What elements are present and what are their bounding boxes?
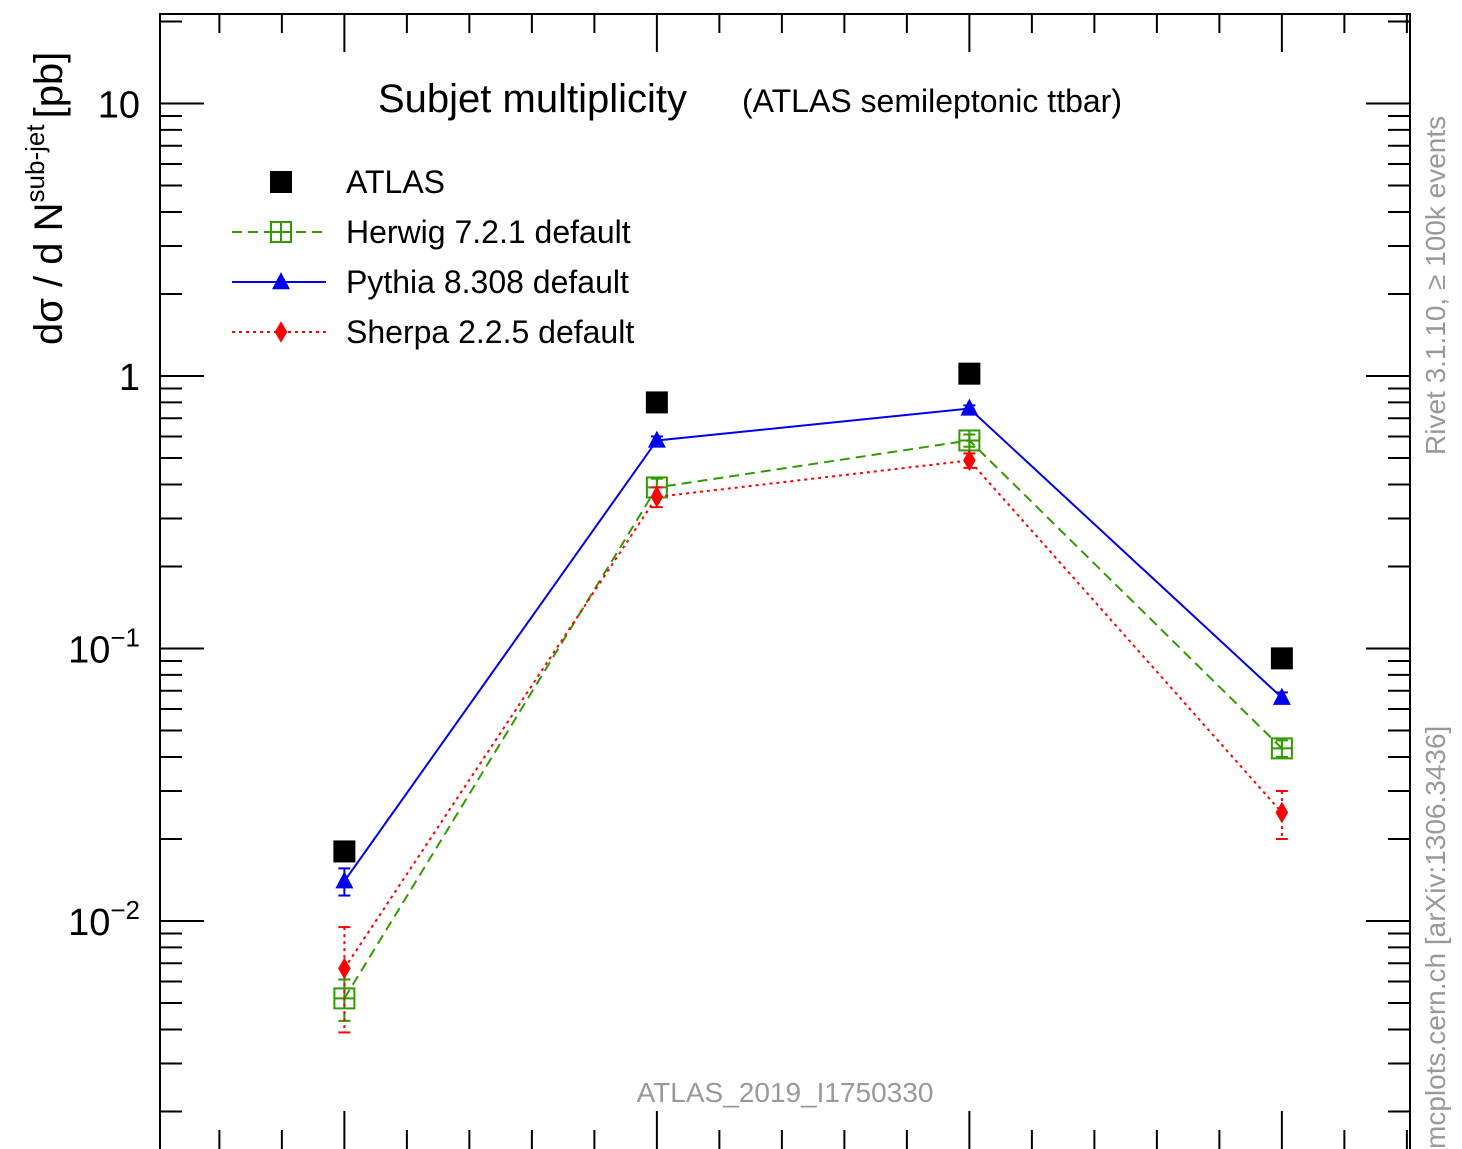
data-point — [647, 430, 666, 448]
plot-frame — [159, 13, 1411, 1149]
data-point — [645, 391, 668, 414]
series-2 — [335, 398, 1291, 897]
data-point — [335, 871, 354, 889]
y-axis-label-superscript: sub-jet — [20, 124, 50, 203]
data-point — [1270, 737, 1293, 760]
series-line — [343, 439, 1283, 999]
legend-label: Sherpa 2.2.5 default — [346, 314, 634, 350]
axes — [159, 13, 1411, 1149]
data-point — [270, 171, 292, 193]
y-tick-label: 10−2 — [68, 895, 140, 944]
series-3 — [338, 449, 1289, 1034]
legend-label: Pythia 8.308 default — [346, 264, 629, 300]
y-axis-label: dσ / d Nsub-jet[pb] — [20, 52, 71, 345]
data-point — [1272, 687, 1291, 705]
data-point — [274, 321, 288, 343]
series-1 — [333, 429, 1293, 1022]
data-point — [333, 840, 356, 863]
legend: ATLAS Herwig 7.2.1 default Pythia 8.308 de… — [232, 164, 634, 350]
legend-entry: Sherpa 2.2.5 default — [232, 314, 634, 350]
data-point — [1270, 647, 1293, 670]
rivet-version-label: Rivet 3.1.10, ≥ 100k events — [1420, 116, 1451, 455]
data-point — [1275, 801, 1289, 824]
y-tick-labels: 10 1 10−1 10−2 — [68, 85, 140, 945]
chart-subtitle: (ATLAS semileptonic ttbar) — [742, 83, 1122, 119]
y-tick-label: 1 — [119, 357, 140, 399]
legend-entry: Pythia 8.308 default — [232, 264, 629, 300]
tick-marks — [160, 14, 1410, 1149]
legend-label: ATLAS — [346, 164, 445, 200]
data-point — [272, 272, 290, 290]
legend-label: Herwig 7.2.1 default — [346, 214, 631, 250]
mcplots-source-label: mcplots.cern.ch [arXiv:1306.3436] — [1420, 726, 1451, 1149]
data-point — [338, 957, 351, 980]
legend-entry: Herwig 7.2.1 default — [232, 214, 631, 250]
series-layer — [333, 362, 1293, 1034]
data-point — [958, 362, 981, 385]
y-axis-label-unit: [pb] — [27, 52, 71, 119]
data-point — [650, 486, 664, 508]
y-tick-label: 10 — [98, 85, 140, 127]
data-point — [270, 221, 292, 243]
data-point — [960, 398, 979, 416]
data-point — [958, 429, 981, 452]
analysis-watermark: ATLAS_2019_I1750330 — [637, 1077, 934, 1108]
chart-title: Subjet multiplicity — [378, 77, 687, 121]
legend-entry: ATLAS — [270, 164, 445, 200]
series-0 — [333, 362, 1293, 863]
data-point — [963, 449, 976, 472]
series-line — [343, 407, 1283, 882]
y-tick-label: 10−1 — [68, 623, 140, 672]
series-line — [343, 459, 1283, 969]
